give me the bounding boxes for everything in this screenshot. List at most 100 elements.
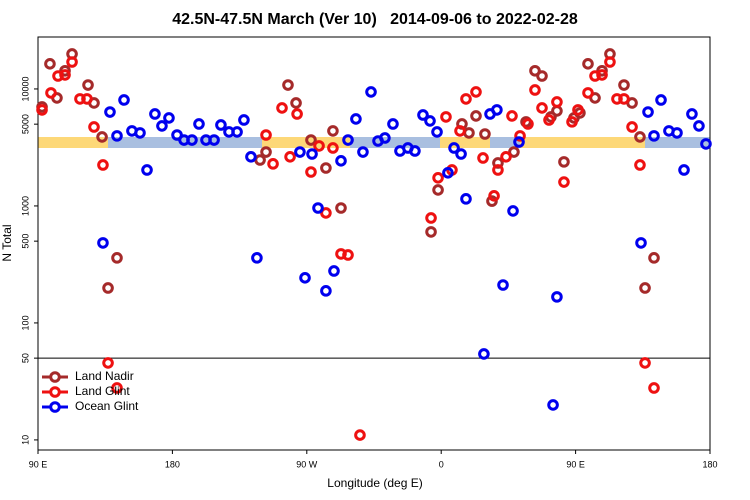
point xyxy=(104,106,116,118)
point xyxy=(432,171,444,184)
point xyxy=(282,79,294,91)
point xyxy=(639,357,651,369)
point xyxy=(59,69,71,81)
point xyxy=(96,131,108,143)
point xyxy=(432,184,444,196)
point xyxy=(335,202,347,214)
point xyxy=(700,138,712,150)
point xyxy=(543,114,555,126)
point xyxy=(186,134,198,146)
point xyxy=(618,93,630,105)
point xyxy=(551,96,563,108)
point xyxy=(357,146,369,158)
point xyxy=(97,237,109,249)
point xyxy=(566,116,578,128)
point xyxy=(626,121,638,133)
point xyxy=(693,120,705,132)
y-tick-label: 10 xyxy=(20,435,30,445)
point xyxy=(379,132,391,144)
point xyxy=(558,156,570,168)
point xyxy=(88,121,100,133)
y-axis-label: N Total xyxy=(0,224,14,261)
point xyxy=(156,120,168,132)
point xyxy=(596,69,608,81)
point xyxy=(522,118,534,130)
point xyxy=(536,70,548,82)
legend-label: Land Glint xyxy=(75,384,130,398)
point xyxy=(66,56,78,68)
point xyxy=(529,64,541,77)
y-tick-label: 5000 xyxy=(20,114,30,134)
point xyxy=(267,158,279,170)
point xyxy=(596,64,608,77)
point xyxy=(134,127,146,139)
legend-label: Ocean Glint xyxy=(75,399,139,413)
point xyxy=(74,93,86,105)
point xyxy=(492,157,504,169)
y-tick-label: 50 xyxy=(20,353,30,363)
point xyxy=(604,56,616,68)
point xyxy=(478,348,490,360)
series xyxy=(36,56,660,441)
point xyxy=(81,93,93,105)
y-tick-label: 10000 xyxy=(20,76,30,101)
point xyxy=(417,109,429,121)
point xyxy=(306,148,318,160)
point xyxy=(111,252,123,264)
point xyxy=(508,146,520,158)
point xyxy=(470,110,482,122)
point xyxy=(335,155,347,167)
point xyxy=(477,152,489,164)
point xyxy=(455,148,467,160)
point xyxy=(354,429,366,441)
point xyxy=(639,282,651,294)
x-tick-label: 90 E xyxy=(29,459,48,469)
point xyxy=(82,79,94,91)
point xyxy=(290,97,302,109)
point xyxy=(514,130,526,142)
point xyxy=(365,86,377,98)
plot-frame xyxy=(37,36,711,451)
point xyxy=(460,193,472,205)
x-tick-label: 0 xyxy=(439,459,444,469)
point xyxy=(102,282,114,294)
y-tick-label: 1000 xyxy=(20,196,30,216)
point xyxy=(440,111,452,123)
point xyxy=(45,87,57,99)
point xyxy=(648,252,660,264)
x-tick-label: 180 xyxy=(702,459,717,469)
point xyxy=(572,104,584,116)
point xyxy=(111,382,123,394)
point xyxy=(36,104,48,116)
point xyxy=(491,104,503,116)
point xyxy=(648,130,660,142)
point xyxy=(342,134,354,146)
point xyxy=(245,151,257,163)
point xyxy=(208,134,220,146)
band-ocean xyxy=(490,137,520,148)
point xyxy=(431,126,443,138)
point xyxy=(442,166,454,179)
point xyxy=(320,285,332,297)
point xyxy=(215,119,227,131)
legend-marker xyxy=(49,371,61,383)
point xyxy=(193,118,205,130)
legend-marker xyxy=(49,386,61,398)
point xyxy=(260,129,272,141)
point xyxy=(479,128,491,140)
point xyxy=(327,142,339,154)
point xyxy=(454,125,466,137)
point xyxy=(648,382,660,394)
point xyxy=(260,146,272,158)
point xyxy=(299,272,311,284)
band-ocean xyxy=(350,137,440,148)
point xyxy=(634,159,646,171)
point xyxy=(59,64,71,77)
legend-label: Land Nadir xyxy=(75,369,134,383)
point xyxy=(350,113,362,125)
point xyxy=(44,58,56,70)
point xyxy=(102,357,114,369)
band-ocean xyxy=(108,137,262,148)
